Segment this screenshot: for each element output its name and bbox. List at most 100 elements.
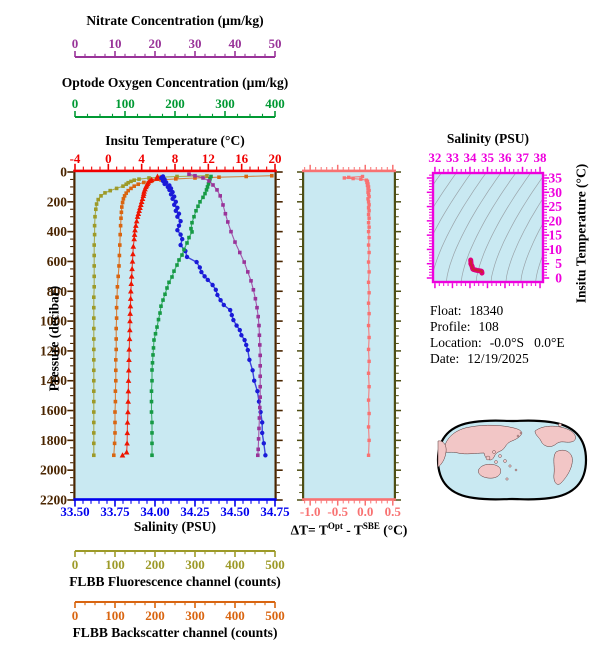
location-value: -0.0°S 0.0°E [489, 335, 565, 350]
ts-temperature-title: Insitu Temperature (°C) [573, 163, 589, 304]
delta-right-border [393, 170, 396, 501]
svg-text:400: 400 [225, 557, 245, 572]
svg-text:1400: 1400 [40, 373, 67, 388]
series-fluorescence [92, 173, 209, 458]
svg-text:32: 32 [428, 150, 441, 165]
ts-salinity-title: Salinity (PSU) [446, 131, 530, 146]
svg-text:200: 200 [145, 608, 165, 623]
svg-text:0: 0 [60, 165, 67, 180]
svg-text:34.25: 34.25 [180, 504, 210, 519]
svg-text:200: 200 [145, 557, 165, 572]
svg-text:2000: 2000 [40, 463, 67, 478]
svg-text:300: 300 [185, 608, 205, 623]
pressure-axis-title: Pressure (decibar) [46, 285, 62, 392]
pressure-axis: 0 200 400 600 800 1000 1200 1400 1600 1800 2000 220… [40, 165, 283, 508]
svg-text:8: 8 [172, 151, 179, 166]
svg-text:100: 100 [105, 608, 125, 623]
series-delta-t [342, 174, 371, 457]
svg-text:300: 300 [185, 557, 205, 572]
main-plot-background [75, 172, 275, 500]
temperature-axis-title: Insitu Temperature (°C) [105, 133, 245, 148]
svg-text:16: 16 [235, 151, 249, 166]
ts-border [431, 171, 545, 284]
profile-number-row: Profile: 108 [430, 319, 565, 335]
svg-text:1000: 1000 [40, 314, 67, 329]
oxygen-axis: 0 100 200 300 400 [72, 96, 285, 118]
svg-text:800: 800 [47, 284, 68, 299]
svg-text:40: 40 [229, 36, 242, 51]
backscatter-axis-title: FLBB Backscatter channel (counts) [72, 625, 278, 640]
main-top-border [73, 169, 277, 173]
svg-text:500: 500 [265, 557, 285, 572]
svg-text:400: 400 [265, 96, 285, 111]
svg-text:20: 20 [269, 151, 282, 166]
svg-text:100: 100 [105, 557, 125, 572]
main-bottom-border [73, 498, 277, 501]
svg-text:34.00: 34.00 [140, 504, 169, 519]
series-nitrate [187, 172, 262, 458]
oxygen-axis-title: Optode Oxygen Concentration (µm/kg) [61, 75, 289, 90]
svg-text:12: 12 [202, 151, 215, 166]
ts-profile-curve [468, 257, 485, 276]
main-left-border [73, 170, 76, 501]
salinity-axis: 33.50 33.75 34.00 34.25 34.50 34.75 [60, 500, 290, 519]
main-right-border [274, 170, 277, 501]
location-label: Location: [430, 335, 482, 350]
svg-text:10: 10 [549, 242, 563, 257]
ts-isopycnal-contours [433, 173, 543, 282]
svg-text:50: 50 [269, 36, 282, 51]
svg-text:34: 34 [463, 150, 477, 165]
svg-text:35: 35 [549, 171, 563, 186]
delta-bottom-border [302, 498, 396, 501]
svg-text:20: 20 [149, 36, 162, 51]
svg-text:15: 15 [549, 228, 563, 243]
svg-text:100: 100 [115, 96, 135, 111]
svg-text:33: 33 [446, 150, 460, 165]
svg-text:0: 0 [72, 608, 79, 623]
svg-text:0: 0 [105, 151, 112, 166]
series-temperature [119, 173, 164, 458]
svg-text:35: 35 [481, 150, 495, 165]
svg-text:33.75: 33.75 [100, 504, 130, 519]
location-row: Location: -0.0°S 0.0°E [430, 335, 565, 351]
date-row: Date: 12/19/2025 [430, 351, 565, 367]
svg-text:200: 200 [165, 96, 185, 111]
svg-text:0: 0 [555, 271, 562, 286]
svg-text:200: 200 [47, 194, 68, 209]
fluorescence-axis: 0 100 200 300 400 500 [72, 550, 285, 572]
delta-top-border [302, 169, 396, 173]
delta-axes: -1.0 -0.5 0.0 0.5 [297, 164, 402, 519]
temperature-axis: -4 0 4 8 12 16 20 [70, 151, 282, 170]
date-label: Date: [430, 351, 460, 366]
svg-text:0: 0 [72, 557, 79, 572]
delta-t-label-part3: (°C) [379, 522, 408, 538]
svg-text:20: 20 [549, 213, 563, 228]
svg-text:34.75: 34.75 [260, 504, 290, 519]
svg-text:400: 400 [47, 224, 68, 239]
fluorescence-axis-title: FLBB Fluorescence channel (counts) [69, 574, 281, 589]
delta-t-sup-sbe: SBE [362, 521, 380, 531]
delta-t-axis-label: ΔT= TOpt - TSBE (°C) [264, 519, 434, 538]
svg-text:1200: 1200 [40, 343, 67, 358]
svg-text:34.50: 34.50 [220, 504, 249, 519]
profile-value: 108 [478, 319, 499, 334]
svg-text:0: 0 [72, 96, 79, 111]
float-value: 18340 [469, 303, 504, 318]
svg-text:37: 37 [516, 150, 530, 165]
svg-text:30: 30 [549, 185, 563, 200]
delta-plot-background [303, 172, 395, 500]
delta-t-label-part2: - T [342, 522, 363, 538]
float-info-block: Float: 18340 Profile: 108 Location: -0.0°S … [430, 303, 565, 367]
svg-text:-1.0: -1.0 [300, 504, 321, 519]
delta-t-sup-opt: Opt [327, 521, 343, 531]
svg-text:38: 38 [534, 150, 548, 165]
nitrate-axis: 0 10 20 30 40 50 [72, 36, 282, 58]
delta-left-border [302, 170, 305, 501]
date-value: 12/19/2025 [467, 351, 529, 366]
series-backscatter [112, 173, 274, 458]
svg-text:1600: 1600 [40, 403, 67, 418]
svg-text:500: 500 [265, 608, 285, 623]
svg-text:0.5: 0.5 [385, 504, 402, 519]
svg-text:-4: -4 [70, 151, 81, 166]
